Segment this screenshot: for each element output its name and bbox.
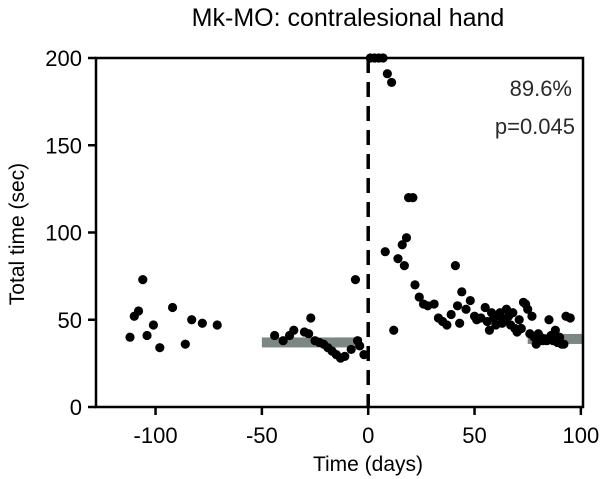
data-point [133,306,144,316]
data-point [148,320,159,330]
data-point [457,287,467,297]
data-point [138,275,148,285]
data-point [155,343,165,353]
data-point [304,329,314,339]
data-point [527,311,537,321]
data-point [346,344,356,355]
data-point [270,330,280,341]
data-point [565,313,575,323]
data-point [399,261,409,271]
data-point [523,304,533,314]
data-point [359,350,369,360]
data-point [393,254,403,264]
data-point [480,302,490,313]
data-point [389,325,399,335]
data-point [125,332,135,342]
x-tick-label: 0 [362,423,374,448]
data-point [446,309,456,320]
y-tick-label: 0 [70,395,82,420]
data-point [397,240,407,250]
data-point [355,341,365,351]
y-tick-label: 200 [45,46,82,71]
annotation-pvalue: p=0.045 [495,114,575,139]
data-point [380,247,390,257]
data-point [387,77,397,88]
data-point [401,233,412,243]
data-point [550,325,560,335]
data-point [559,339,569,349]
y-axis-label: Total time (sec) [6,163,29,305]
data-point [461,304,471,314]
data-point [340,351,350,361]
data-point [429,299,439,309]
x-axis-label: Time (days) [313,453,423,476]
data-point [555,332,565,342]
data-point [167,302,178,313]
x-tick-label: 50 [462,423,486,448]
data-point [410,280,420,290]
x-axis-ticks: -100 -50 0 50 100 [134,407,600,448]
data-point [465,295,475,306]
x-tick-label: 100 [563,423,600,448]
data-point [508,308,518,318]
data-point [187,315,197,325]
chart-title: Mk-MO: contralesional hand [192,4,505,32]
data-point [289,325,299,335]
data-point [180,339,190,349]
data-point [212,320,222,330]
data-point [408,193,418,203]
data-point [544,315,554,325]
data-point [516,323,526,334]
data-point [197,318,207,328]
x-tick-label: -50 [246,423,278,448]
y-tick-label: 150 [45,133,82,158]
y-tick-label: 50 [58,308,82,333]
data-point [382,69,392,79]
data-point [278,336,288,346]
data-point [442,320,452,330]
data-point [350,275,361,285]
data-point [484,325,495,335]
data-point [450,261,461,271]
data-point [455,318,465,328]
data-point [142,330,152,341]
y-tick-label: 100 [45,221,82,246]
annotation-percent: 89.6% [510,76,572,101]
data-point [414,292,424,302]
data-points [125,53,575,363]
data-point [452,301,463,311]
x-tick-label: -100 [134,423,178,448]
data-point [306,313,316,323]
y-axis-ticks: 0 50 100 150 200 [45,46,96,420]
data-point [514,315,524,325]
